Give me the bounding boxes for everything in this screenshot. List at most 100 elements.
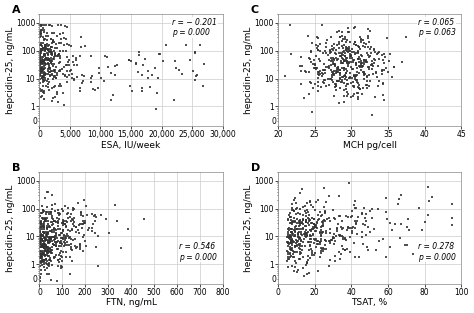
Point [289,238,296,243]
Point [75,223,82,228]
Point [356,55,363,60]
Point [322,211,329,216]
Point [36,69,44,74]
Point [47,44,55,49]
Point [346,61,353,66]
Point [335,39,343,44]
Point [296,221,304,226]
Point [341,34,349,39]
Point [405,228,412,233]
Point [355,254,363,259]
Point [40,27,48,32]
Point [60,232,67,237]
Point [40,70,47,75]
Point [138,88,146,93]
Point [307,228,315,233]
Point [353,51,360,56]
Point [350,49,358,54]
Point [347,214,355,219]
Point [284,234,292,239]
Point [409,252,417,257]
Point [330,93,337,98]
Point [286,247,294,252]
Point [301,229,309,234]
Point [52,237,59,242]
Point [306,233,314,239]
Point [302,217,310,222]
Point [42,217,50,222]
Point [314,198,322,203]
Point [36,237,44,242]
Point [45,234,52,239]
Point [291,268,298,273]
Point [287,255,294,260]
Point [41,42,49,47]
Point [314,70,321,75]
Point [49,56,56,61]
Point [316,242,324,247]
Point [51,52,59,57]
Point [135,52,142,57]
Point [363,83,370,88]
Point [40,258,47,263]
Point [316,72,323,77]
Point [66,255,73,260]
Point [306,227,313,232]
Point [39,224,46,229]
Point [78,80,86,85]
Point [330,231,338,236]
Point [77,241,84,246]
Point [299,217,307,222]
Point [340,87,347,92]
Point [356,87,364,92]
Point [351,74,358,79]
Point [40,96,47,101]
Point [39,257,47,262]
Point [64,216,72,221]
Point [43,259,51,264]
Point [50,73,58,78]
Point [350,73,358,78]
Point [45,72,52,77]
Point [124,226,132,231]
Point [40,91,48,96]
Point [364,33,372,38]
Point [314,76,322,81]
Point [38,75,46,80]
Point [64,232,71,237]
Point [38,226,46,231]
Point [337,70,344,75]
Point [37,221,45,226]
Point [38,215,46,220]
Point [348,46,356,51]
Point [286,245,294,250]
Point [50,227,57,232]
Point [40,243,48,248]
Point [55,68,63,73]
Point [365,72,373,77]
Point [36,57,44,62]
Point [40,71,48,76]
Point [316,69,324,74]
Point [45,56,52,61]
Point [304,258,311,263]
Point [65,42,73,47]
Point [325,58,332,63]
Point [312,222,320,227]
Point [350,91,358,96]
Point [309,86,317,91]
Point [364,52,372,57]
Point [36,73,44,78]
Point [304,229,311,234]
Point [38,69,46,74]
Point [325,83,333,88]
Point [59,250,66,255]
Point [346,234,354,239]
Point [37,50,45,55]
Point [294,235,302,240]
Point [310,226,318,231]
Point [48,193,55,198]
Point [39,73,46,78]
Point [91,244,99,249]
Point [36,34,44,39]
